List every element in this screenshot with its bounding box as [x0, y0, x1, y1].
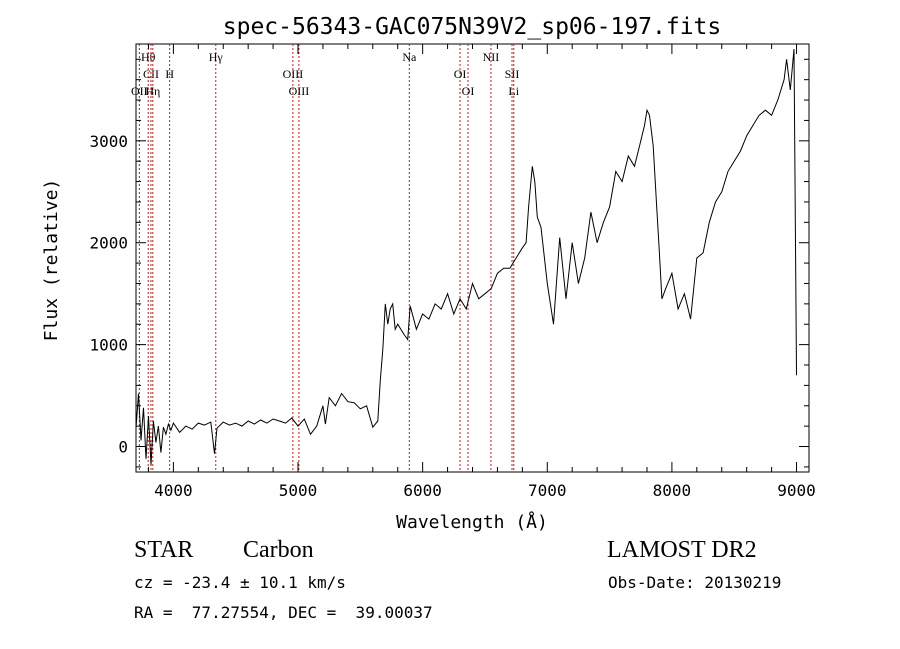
object-class: STAR: [134, 537, 194, 563]
spectral-line-label: OII: [131, 84, 148, 98]
spectral-line-label: CII: [143, 67, 159, 81]
object-subclass: Carbon: [243, 537, 314, 563]
redshift-text: cz = -23.4 ± 10.1 km/s: [134, 573, 346, 592]
spectral-line-label: OIII: [283, 67, 304, 81]
y-axis-label: Flux (relative): [41, 179, 62, 342]
spectral-line-label: Hθ: [141, 50, 156, 64]
spectrum-line: [135, 49, 797, 465]
spectral-line-label: Hη: [145, 84, 160, 98]
axis-ticks: 4000 5000 6000 7000 8000 9000 0 1000 2000 3000: [89, 44, 816, 500]
spectral-line-label: H: [165, 67, 174, 81]
y-tick-label: 0: [118, 438, 128, 457]
spectral-line-label: Na: [402, 50, 417, 64]
y-tick-label: 3000: [89, 132, 128, 151]
spectral-line-label: Hγ: [209, 50, 224, 64]
x-tick-label: 9000: [777, 481, 816, 500]
coordinates-text: RA = 77.27554, DEC = 39.00037: [134, 603, 433, 622]
chart-title: spec-56343-GAC075N39V2_sp06-197.fits: [223, 14, 722, 40]
x-tick-label: 8000: [653, 481, 692, 500]
spectral-line-label: OI: [454, 67, 467, 81]
obs-date-text: Obs-Date: 20130219: [608, 573, 782, 592]
x-tick-label: 5000: [279, 481, 318, 500]
spectral-line-label: OIII: [289, 84, 310, 98]
spectral-line-label: NII: [483, 50, 500, 64]
spectral-line-label: SII: [505, 67, 520, 81]
x-tick-label: 6000: [403, 481, 442, 500]
plot-frame: [135, 43, 810, 473]
y-tick-label: 1000: [89, 336, 128, 355]
survey-label: LAMOST DR2: [607, 537, 757, 563]
spectral-line-label: Li: [508, 84, 519, 98]
y-tick-label: 2000: [89, 234, 128, 253]
spectral-line-label: OI: [462, 84, 475, 98]
x-axis-label: Wavelength (Å): [396, 511, 548, 533]
x-tick-label: 4000: [154, 481, 193, 500]
x-tick-label: 7000: [528, 481, 567, 500]
